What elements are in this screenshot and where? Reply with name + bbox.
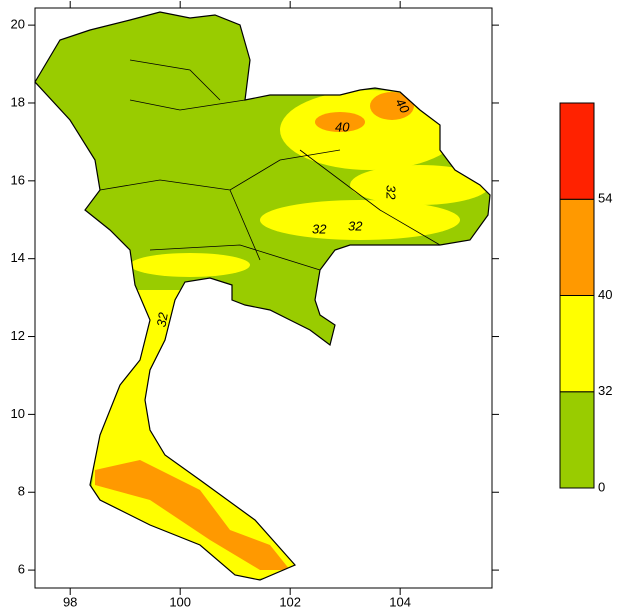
colorbar-segment xyxy=(559,295,595,393)
x-tick-label: 104 xyxy=(389,594,411,609)
contour-label: 40 xyxy=(335,119,350,134)
zone xyxy=(95,460,290,570)
x-tick-label: 100 xyxy=(169,594,191,609)
y-tick-label: 16 xyxy=(11,172,25,187)
zone xyxy=(370,92,414,120)
y-tick-label: 20 xyxy=(11,17,25,32)
colorbar-segment xyxy=(559,391,595,489)
zone xyxy=(130,253,250,277)
colorbar-label: 54 xyxy=(598,191,612,206)
province-borders xyxy=(99,59,441,271)
colorbar-segment xyxy=(559,198,595,296)
y-tick-label: 12 xyxy=(11,328,25,343)
y-tick-label: 18 xyxy=(11,94,25,109)
zone xyxy=(90,290,300,580)
colorbar-label: 40 xyxy=(598,287,612,302)
zone xyxy=(260,200,460,240)
zone xyxy=(280,90,460,170)
contour-label: 32 xyxy=(384,185,399,200)
contour-label: 32 xyxy=(348,218,363,233)
colorbar-label: 32 xyxy=(598,383,612,398)
contour-label: 32 xyxy=(154,311,171,329)
y-tick-label: 6 xyxy=(18,562,25,577)
x-tick-label: 102 xyxy=(279,594,301,609)
x-tick-label: 98 xyxy=(63,594,77,609)
y-tick-label: 8 xyxy=(18,484,25,499)
map-fill xyxy=(34,11,491,581)
plot-frame xyxy=(34,7,493,589)
colorbar-segment xyxy=(559,102,595,200)
zone xyxy=(350,165,490,205)
zone xyxy=(315,112,365,132)
y-tick-label: 14 xyxy=(11,250,25,265)
y-tick-label: 10 xyxy=(11,406,25,421)
colorbar-label: 0 xyxy=(598,479,605,494)
contour-label: 32 xyxy=(312,221,327,236)
